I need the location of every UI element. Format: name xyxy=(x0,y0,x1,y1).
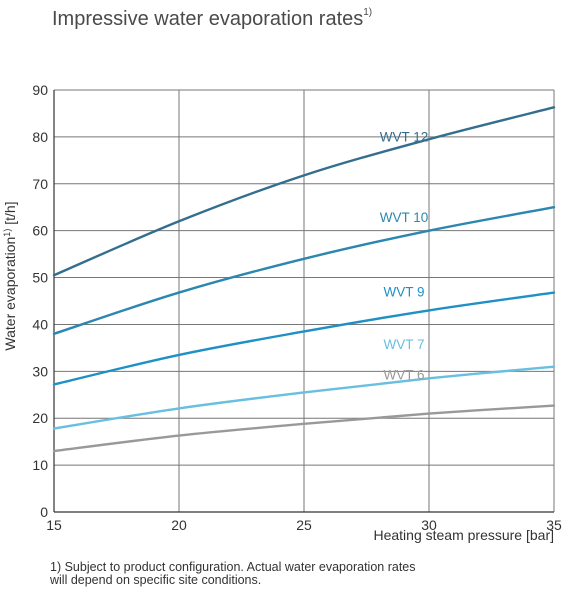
series-line-wvt-10 xyxy=(52,206,556,336)
y-tick-label: 10 xyxy=(32,457,48,473)
y-axis-label-superscript: 1) xyxy=(2,229,12,237)
x-tick-label: 25 xyxy=(296,517,312,533)
chart-title: Impressive water evaporation rates1) xyxy=(52,7,373,31)
y-tick-label: 60 xyxy=(32,223,48,239)
series-label-wvt-6: WVT 6 xyxy=(383,367,424,382)
series-line-wvt-9 xyxy=(52,291,556,386)
x-tick-label: 35 xyxy=(546,517,562,533)
chart-title-text: Impressive water evaporation rates xyxy=(52,8,364,30)
series-label-wvt-12: WVT 12 xyxy=(380,130,429,145)
series-label-wvt-9: WVT 9 xyxy=(383,284,424,299)
y-tick-label: 80 xyxy=(32,129,48,145)
y-axis-label-unit: [t/h] xyxy=(2,201,18,228)
x-tick-label: 30 xyxy=(421,517,437,533)
y-tick-label: 30 xyxy=(32,363,48,379)
x-axis-label: Heating steam pressure [bar] xyxy=(373,527,554,543)
series-line-wvt-12 xyxy=(52,106,556,277)
y-tick-label: 70 xyxy=(32,176,48,192)
y-tick-label: 0 xyxy=(40,504,48,520)
series-line-wvt-6 xyxy=(52,404,556,453)
chart-title-footnote-mark: 1) xyxy=(363,7,373,19)
footnote: 1) Subject to product configuration. Act… xyxy=(50,561,510,587)
y-tick-label: 50 xyxy=(32,270,48,286)
series-label-wvt-7: WVT 7 xyxy=(383,337,424,352)
x-tick-label: 15 xyxy=(46,517,62,533)
series-label-wvt-10: WVT 10 xyxy=(380,210,429,225)
y-tick-label: 20 xyxy=(32,410,48,426)
y-axis-label: Water evaporation1) [t/h] xyxy=(2,201,18,350)
y-tick-label: 40 xyxy=(32,316,48,332)
y-axis-label-text: Water evaporation xyxy=(2,237,18,351)
x-tick-label: 20 xyxy=(171,517,187,533)
footnote-line-2: will depend on specific site conditions. xyxy=(50,573,262,587)
y-tick-label: 90 xyxy=(32,82,48,98)
series-line-wvt-7 xyxy=(52,365,556,430)
footnote-line-1: 1) Subject to product configuration. Act… xyxy=(50,560,416,574)
